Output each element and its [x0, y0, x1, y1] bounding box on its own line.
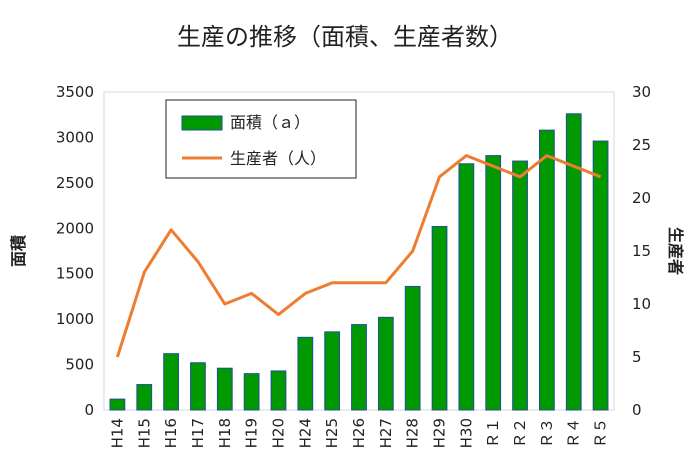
x-tick-label: H30 [457, 418, 475, 448]
left-axis-label: 面積 [9, 234, 28, 267]
area-bar [431, 225, 448, 411]
producer-line-layer [115, 154, 602, 358]
area-bar [592, 140, 609, 411]
x-tick-label: Ｒ３ [538, 418, 556, 448]
x-tick-label: Ｒ４ [565, 418, 583, 448]
area-bar [565, 113, 582, 411]
x-tick-label: H19 [243, 418, 261, 448]
area-bars [109, 113, 609, 411]
legend-bar-swatch [181, 115, 223, 131]
x-tick-label: H14 [108, 418, 126, 448]
area-bar [351, 324, 367, 411]
left-tick-label: 3500 [56, 83, 94, 101]
right-tick-label: 20 [632, 189, 651, 207]
x-tick-label: Ｒ１ [484, 418, 502, 448]
area-bar [136, 384, 153, 411]
area-bar [297, 336, 314, 411]
x-tick-label: H25 [323, 418, 341, 448]
area-bar [243, 373, 260, 411]
left-tick-label: 1000 [56, 310, 94, 328]
x-tick-label: H27 [377, 418, 395, 448]
left-tick-label: 500 [65, 356, 94, 374]
right-tick-label: 5 [632, 348, 642, 366]
x-tick-label: H16 [162, 418, 180, 448]
area-bar [109, 398, 126, 411]
legend-label-area: 面積（ａ） [230, 113, 310, 132]
x-tick-label: H15 [135, 418, 153, 448]
area-bar [404, 285, 421, 411]
x-tick-label: H29 [431, 418, 449, 448]
x-tick-label: H18 [216, 418, 234, 448]
right-tick-label: 30 [632, 83, 651, 101]
area-bar [458, 163, 475, 411]
right-axis-label: 生産者 [666, 227, 685, 275]
area-bar [485, 155, 502, 411]
right-axis-ticks: 0 5 10 15 20 25 30 [632, 83, 651, 419]
x-axis-ticks: H14 H15 H16 H17 H18 H19 H20 H24 H25 H26 H27 H28 H29 H… [108, 418, 609, 448]
x-tick-label: H17 [189, 418, 207, 448]
right-tick-label: 0 [632, 401, 642, 419]
x-tick-label: Ｒ５ [592, 418, 610, 448]
area-bar [190, 362, 206, 411]
right-tick-label: 10 [632, 295, 651, 313]
area-bar [512, 160, 528, 411]
left-tick-label: 2000 [56, 219, 94, 237]
area-bar [377, 316, 394, 411]
right-tick-label: 15 [632, 242, 651, 260]
left-axis-ticks: 0 500 1000 1500 2000 2500 3000 3500 [56, 83, 94, 419]
area-bar [270, 370, 287, 411]
x-tick-label: Ｒ２ [511, 418, 529, 448]
left-tick-label: 2500 [56, 174, 94, 192]
area-bar [216, 367, 233, 411]
left-tick-label: 0 [84, 401, 94, 419]
area-bar [539, 129, 555, 411]
x-tick-label: H24 [296, 418, 314, 448]
x-tick-label: H28 [404, 418, 422, 448]
area-bar [163, 353, 179, 411]
x-tick-label: H20 [269, 418, 287, 448]
left-tick-label: 3000 [56, 128, 94, 146]
legend-box [165, 99, 357, 179]
area-bar [324, 331, 341, 411]
x-tick-label: H26 [350, 418, 368, 448]
legend: 面積（ａ） 生産者（人） [165, 99, 357, 179]
left-tick-label: 1500 [56, 265, 94, 283]
chart-title: 生産の推移（面積、生産者数） [177, 23, 513, 51]
legend-label-producers: 生産者（人） [230, 149, 326, 168]
producer-line [115, 154, 602, 358]
right-tick-label: 25 [632, 136, 651, 154]
